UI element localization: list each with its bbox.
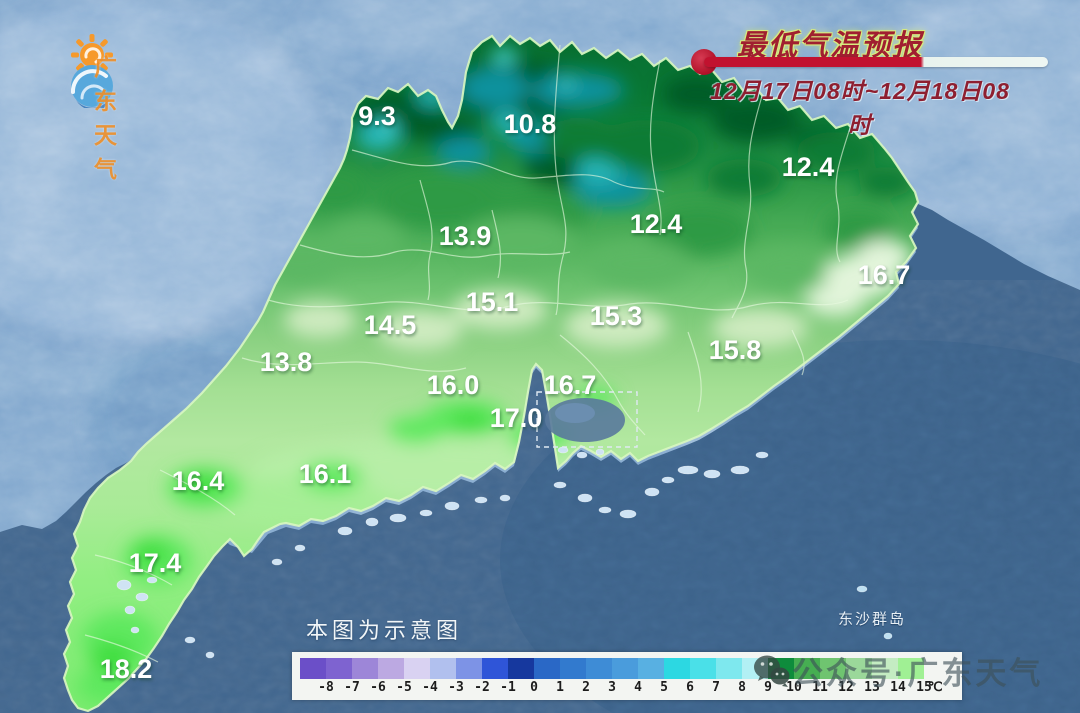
legend-cell [820, 658, 846, 679]
temperature-labels: 9.3 10.812.412.413.915.1 15.314.513.816.71… [100, 101, 911, 684]
dongsha-island-dot [856, 585, 868, 593]
legend-cell [872, 658, 898, 679]
legend-tick: 4 [634, 680, 642, 695]
legend-tick: 5 [660, 680, 668, 695]
temp-label: 16.7 [544, 370, 597, 400]
legend-cell [300, 658, 326, 679]
legend-tick: 11 [812, 680, 828, 695]
temp-label: 15.3 [590, 301, 643, 331]
watermark-text: 公众号·广东天气 [792, 656, 1044, 691]
guangdong-weather-logo: 广东天气 [30, 18, 125, 182]
delta-dashed-box [536, 391, 638, 448]
legend-cell [326, 658, 352, 679]
legend-tick: 7 [712, 680, 720, 695]
islands [116, 446, 893, 659]
legend-tick: -3 [448, 680, 464, 695]
thermometer-tube [704, 57, 1048, 67]
legend-cell [638, 658, 664, 679]
legend-tick: 6 [686, 680, 694, 695]
legend-cell [846, 658, 872, 679]
legend-cell [352, 658, 378, 679]
temp-label: 13.8 [260, 347, 313, 377]
legend-cell [794, 658, 820, 679]
schematic-note: 本图为示意图 [306, 618, 463, 643]
legend-cell [716, 658, 742, 679]
temp-label: 9.3 [358, 101, 396, 131]
legend-tick: 0 [530, 680, 538, 695]
temp-label: 12.4 [782, 152, 835, 182]
legend-cell [430, 658, 456, 679]
temp-label: 10.8 [504, 109, 557, 139]
legend-tick: 1 [556, 680, 564, 695]
thermometer-graphic [691, 49, 1061, 77]
temp-label: 16.7 [858, 260, 911, 290]
legend-tick: -2 [474, 680, 490, 695]
wechat-watermark: 公众号·广东天气 [750, 648, 1043, 693]
legend-tick: -1 [500, 680, 516, 695]
temp-label: 18.2 [100, 654, 153, 684]
legend-cell [560, 658, 586, 679]
temp-label: 16.0 [427, 370, 480, 400]
dongsha-island-dot [883, 632, 893, 640]
legend-tick: 14 [890, 680, 906, 695]
temperature-legend: -8 -7 -6 -5 -4 -3 -2 -1 0 1 2 3 4 5 6 7 8 9 10 11 12 13 14 15 ℃ [292, 652, 962, 700]
legend-cell [534, 658, 560, 679]
legend-cell [612, 658, 638, 679]
wechat-icon [754, 655, 790, 687]
temp-label: 12.4 [630, 209, 683, 239]
temp-label: 17.4 [129, 548, 182, 578]
logo-text: 广东天气 [94, 54, 126, 182]
delta-inset [536, 391, 638, 448]
legend-cell [482, 658, 508, 679]
province-fill [64, 36, 918, 711]
legend-cell [664, 658, 690, 679]
legend-tick: 13 [864, 680, 880, 695]
legend-tick: 10 [786, 680, 802, 695]
legend-tick: -8 [318, 680, 334, 695]
legend-tick: -7 [344, 680, 360, 695]
temp-label: 14.5 [364, 310, 417, 340]
dongsha-islands-label: 东沙群岛 [838, 611, 907, 628]
legend-cell [898, 658, 924, 679]
legend-tick: 9 [764, 680, 772, 695]
page-title: 最低气温预报 [736, 30, 923, 62]
legend-tick: -4 [422, 680, 438, 695]
district-boundaries [84, 44, 851, 663]
legend-tick: -5 [396, 680, 412, 695]
temp-label: 15.1 [466, 287, 519, 317]
logo-sun-cloud-icon [70, 34, 113, 108]
legend-tick: 8 [738, 680, 746, 695]
temp-label: 13.9 [439, 221, 492, 251]
legend-cell [508, 658, 534, 679]
legend-tick: 3 [608, 680, 616, 695]
temp-label: 17.0 [490, 403, 543, 433]
legend-cell [456, 658, 482, 679]
legend-tick: 15 [916, 680, 932, 695]
legend-cell [586, 658, 612, 679]
temp-label: 16.1 [299, 459, 352, 489]
legend-cell [404, 658, 430, 679]
legend-color-bar [300, 658, 924, 679]
legend-tick: -6 [370, 680, 386, 695]
temp-label: 15.8 [709, 335, 762, 365]
legend-tick-labels: -8 -7 -6 -5 -4 -3 -2 -1 0 1 2 3 4 5 6 7 8 9 10 11 12 13 14 15 [292, 680, 962, 698]
legend-cell [690, 658, 716, 679]
legend-cell [378, 658, 404, 679]
legend-unit: ℃ [928, 680, 943, 695]
legend-tick: 12 [838, 680, 854, 695]
temp-label: 16.4 [172, 466, 225, 496]
forecast-date-range: 12月17日08时~12月18日08时 [710, 78, 1010, 138]
legend-tick: 2 [582, 680, 590, 695]
